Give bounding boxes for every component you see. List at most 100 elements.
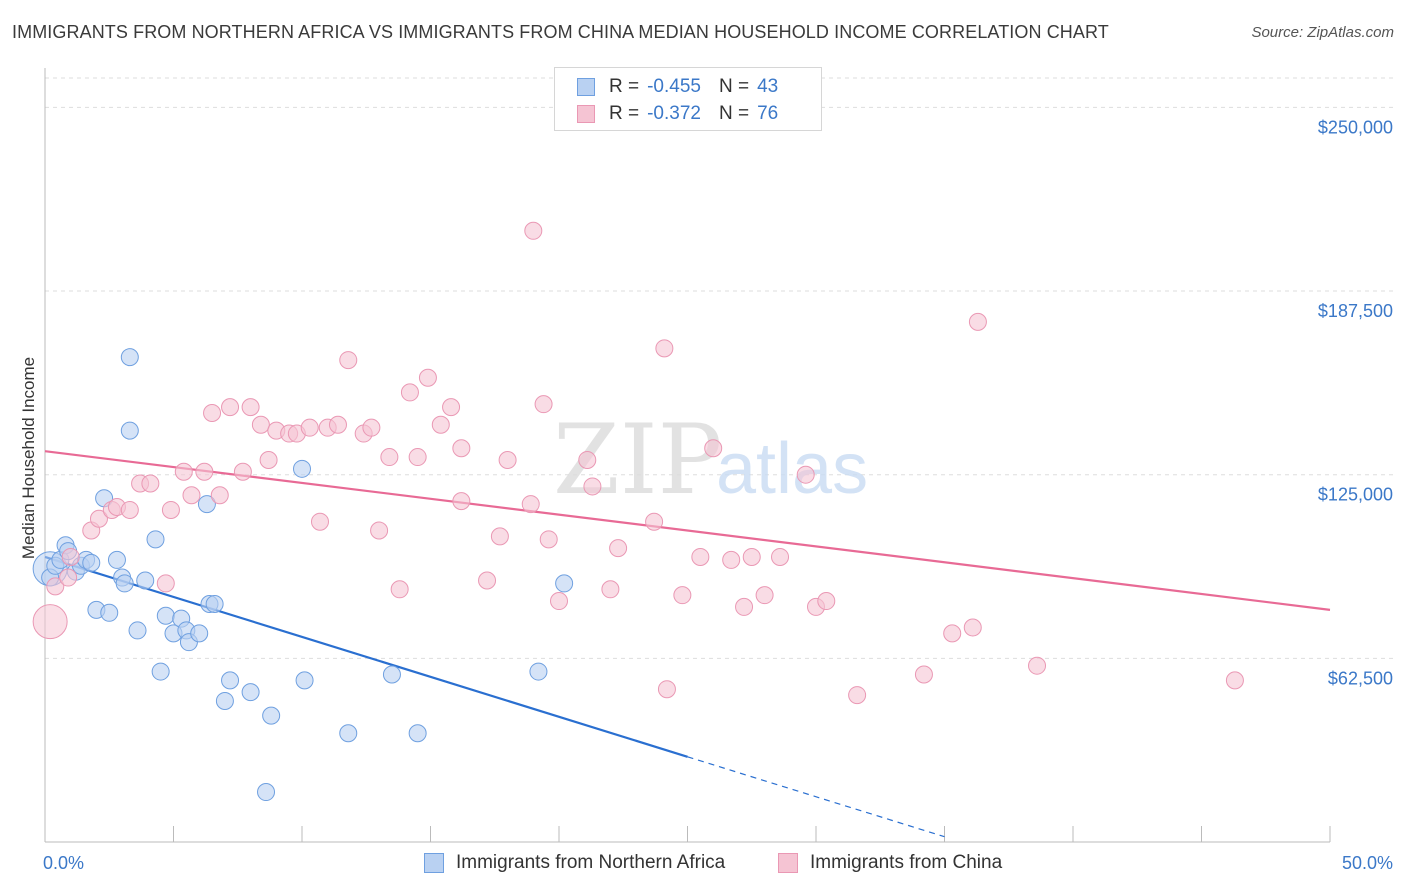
point-china [524, 221, 543, 240]
point-china [310, 512, 329, 531]
point-china [755, 586, 774, 605]
point-china [182, 486, 201, 505]
point-china [452, 439, 471, 458]
point-china [657, 680, 676, 699]
series-swatch-northern-africa [424, 853, 444, 873]
point-northern-africa [241, 683, 260, 702]
legend-n-value: 43 [757, 76, 779, 97]
point-china [370, 521, 389, 540]
point-china [722, 550, 741, 569]
point-china [156, 574, 175, 593]
legend-r-label: R = [609, 103, 640, 124]
series-label-northern-africa: Immigrants from Northern Africa [456, 852, 726, 873]
point-china [241, 398, 260, 417]
point-china [380, 448, 399, 467]
point-china [578, 451, 597, 469]
chart-title: IMMIGRANTS FROM NORTHERN AFRICA VS IMMIG… [12, 22, 1109, 42]
point-china [583, 477, 602, 496]
point-northern-africa [146, 530, 165, 549]
point-china [195, 462, 214, 481]
point-china [259, 451, 278, 469]
series-label-china: Immigrants from China [810, 852, 1003, 873]
point-northern-africa [136, 571, 155, 590]
zipatlas-watermark: ZIP atlas [553, 404, 868, 516]
series-legend-china[interactable]: Immigrants from China [778, 852, 1002, 874]
point-china [390, 580, 409, 599]
legend-r-value: -0.455 [647, 76, 701, 97]
trend-line-northern-africa [44, 555, 688, 758]
point-china [490, 527, 509, 546]
point-china [645, 512, 664, 531]
point-northern-africa [339, 724, 358, 743]
point-china-large [32, 604, 68, 640]
series-swatch-china [778, 853, 798, 873]
y-tick-label: $125,000 [1318, 485, 1393, 505]
watermark-atlas: atlas [716, 429, 868, 509]
point-northern-africa [257, 783, 276, 802]
trend-lines [44, 450, 1331, 838]
tick-labels: $62,500 $125,000 $187,500 $250,000 0.0% 50.0% [43, 117, 1393, 873]
y-tick-label: $62,500 [1328, 668, 1393, 688]
point-northern-africa [262, 706, 281, 725]
point-china [550, 592, 568, 611]
point-china [521, 495, 540, 514]
axes [44, 68, 1331, 843]
point-northern-africa [221, 671, 240, 690]
point-china [203, 403, 222, 422]
series-legend: Immigrants from Northern Africa Immigran… [0, 852, 1406, 878]
point-china [478, 571, 497, 590]
y-tick-label: $187,500 [1318, 301, 1393, 321]
point-china [655, 339, 674, 358]
point-china [408, 448, 427, 467]
legend-r-value: -0.372 [647, 103, 701, 124]
legend-row-china: R = -0.372 N = 76 [577, 102, 778, 126]
point-china [339, 351, 358, 370]
point-northern-africa [408, 724, 427, 743]
point-china [691, 547, 710, 566]
point-china [431, 415, 450, 434]
point-china [796, 465, 815, 484]
legend-swatch-northern-africa [577, 78, 595, 96]
legend-row-northern-africa: R = -0.455 N = 43 [577, 75, 778, 99]
point-china [418, 368, 437, 387]
point-china [943, 624, 962, 643]
point-china [120, 500, 139, 519]
point-china [742, 547, 761, 566]
x-tick-label: 50.0% [1342, 853, 1393, 873]
point-china [704, 439, 723, 458]
x-tick-label: 0.0% [43, 853, 84, 873]
point-china [174, 462, 193, 481]
point-northern-africa [205, 594, 224, 613]
y-tick-label: $250,000 [1318, 117, 1393, 137]
point-china [1225, 671, 1244, 690]
point-northern-africa [295, 671, 314, 690]
point-northern-africa [529, 662, 548, 681]
source-label: Source: ZipAtlas.com [1251, 24, 1394, 41]
point-northern-africa [555, 574, 574, 593]
point-northern-africa [115, 574, 134, 593]
correlation-legend: R = -0.455 N = 43 R = -0.372 N = 76 [554, 67, 822, 131]
point-northern-africa [382, 665, 401, 684]
point-china [848, 686, 867, 705]
point-china [61, 547, 80, 566]
series-legend-northern-africa[interactable]: Immigrants from Northern Africa [424, 852, 725, 874]
point-northern-africa [151, 662, 170, 681]
point-china [1028, 656, 1047, 675]
legend-n-label: N = [718, 76, 750, 97]
point-china [735, 597, 754, 616]
point-northern-africa [82, 553, 101, 572]
point-northern-africa [107, 550, 126, 569]
point-china [59, 568, 78, 587]
point-china [233, 462, 252, 481]
point-china [968, 312, 987, 331]
point-northern-africa [156, 606, 175, 625]
trend-line-northern-africa-extension [687, 756, 945, 838]
grid-lines [45, 77, 1395, 659]
legend-n-label: N = [718, 103, 750, 124]
legend-r-label: R = [609, 76, 640, 97]
legend-n-value: 76 [757, 103, 779, 124]
point-northern-africa [293, 459, 311, 478]
point-china [771, 547, 790, 566]
point-china [673, 586, 692, 605]
